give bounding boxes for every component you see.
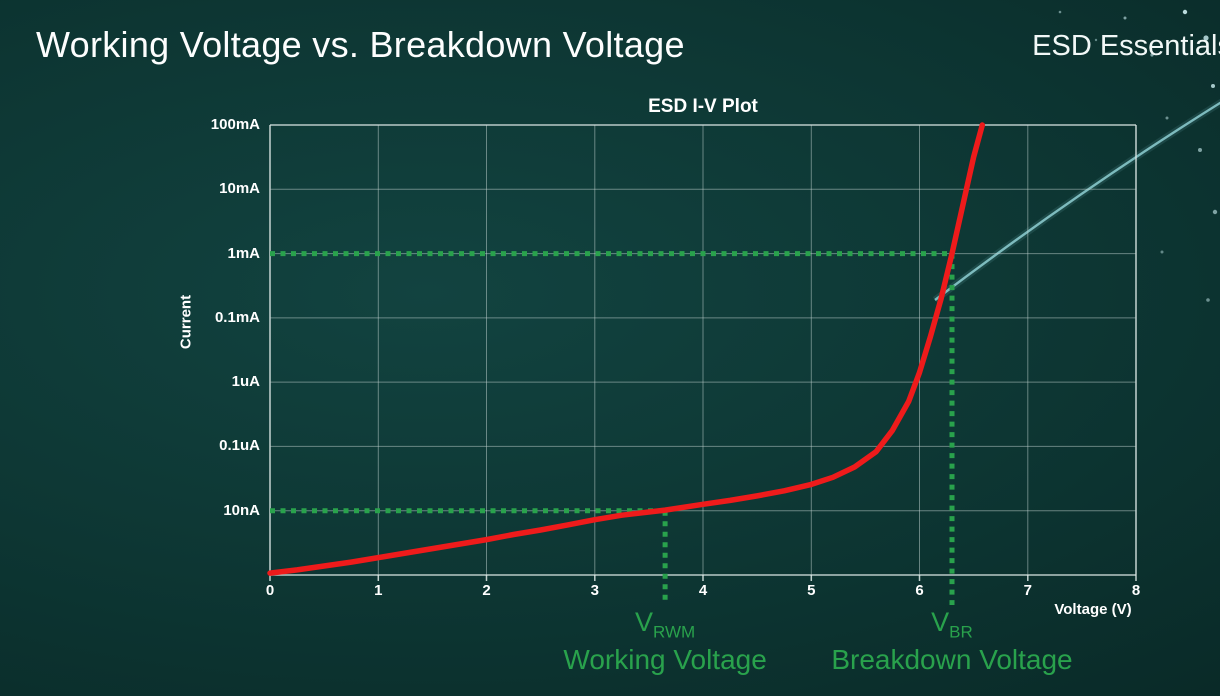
plot-area: [267, 122, 1137, 605]
x-tick-8: 8: [1131, 582, 1141, 599]
y-tick-100mA: 100mA: [210, 116, 260, 133]
brand-logo-text: ESD Essentials: [1032, 30, 1220, 62]
x-tick-3: 3: [590, 582, 599, 599]
annotation-working-caption: Working Voltage: [563, 644, 767, 675]
slide-title: Working Voltage vs. Breakdown Voltage: [36, 24, 685, 65]
x-tick-7: 7: [1023, 582, 1032, 599]
y-tick-10mA: 10mA: [219, 180, 260, 198]
x-tick-5: 5: [807, 582, 816, 599]
x-tick-0: 0: [265, 582, 275, 599]
x-tick-6: 6: [915, 582, 924, 599]
sparkle-dots: [1058, 9, 1218, 302]
chart-title: ESD I-V Plot: [648, 96, 758, 117]
y-tick-0.1mA: 0.1mA: [214, 308, 260, 326]
y-tick-1mA: 1mA: [227, 244, 260, 262]
annotation-breakdown-symbol: VBR: [931, 607, 973, 642]
swoosh-line: [934, 101, 1220, 301]
iv-plot-svg: [267, 122, 1137, 605]
y-tick-1uA: 1uA: [231, 373, 260, 391]
annotation-working-symbol: VRWM: [635, 607, 696, 642]
y-tick-0.1uA: 0.1uA: [219, 437, 260, 455]
x-tick-2: 2: [482, 582, 491, 599]
x-axis-label: Voltage (V): [1054, 601, 1132, 618]
x-tick-1: 1: [374, 582, 383, 599]
annotation-breakdown-caption: Breakdown Voltage: [831, 644, 1073, 675]
iv-curve: [267, 122, 986, 576]
y-tick-10nA: 10nA: [223, 501, 260, 519]
x-tick-4: 4: [698, 582, 708, 599]
